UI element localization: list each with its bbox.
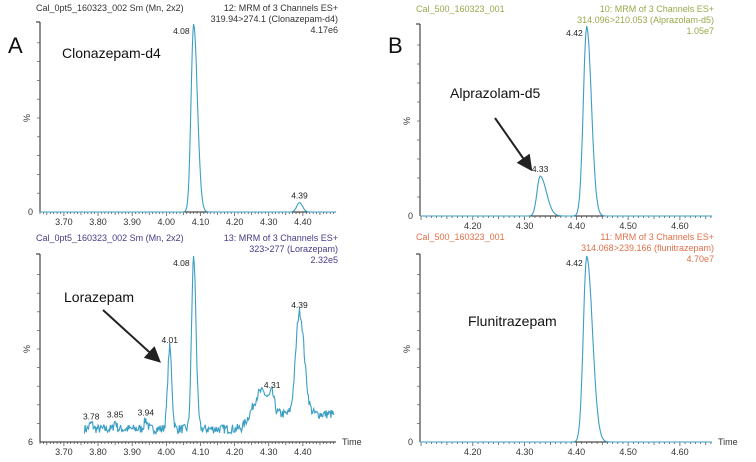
x-tick-label: 4.60 (671, 447, 689, 457)
peak-label: 4.31 (264, 380, 281, 390)
panel-label: B (388, 33, 403, 58)
channel-info-line: 12: MRM of 3 Channels ES+ (224, 3, 338, 13)
peak-label: 4.42 (566, 28, 583, 38)
x-tick-label: 4.00 (158, 447, 176, 457)
channel-info-line: 10: MRM of 3 Channels ES+ (600, 4, 714, 14)
x-tick-label: 4.50 (619, 221, 637, 231)
channel-info-line: 323>277 (Lorazepam) (249, 244, 338, 254)
x-tick-label: 4.40 (568, 447, 586, 457)
channel-info-line: 1.05e7 (686, 26, 714, 36)
peak-label: 3.94 (138, 408, 155, 418)
chromatogram-panel-4: Cal_500_160323_001 11: MRM of 3 Channels … (402, 232, 738, 457)
sample-name: Cal_500_160323_001 (416, 232, 505, 242)
peak-label: 4.01 (161, 335, 178, 345)
chromatogram-panel-1: Cal_0pt5_160323_002 Sm (Mn, 2x2) 12: MRM … (8, 3, 338, 227)
chromatogram-panel-2: Cal_0pt5_160323_002 Sm (Mn, 2x2) 13: MRM … (22, 233, 362, 457)
peak-label: 4.33 (532, 164, 549, 174)
chromatogram-trace (40, 23, 336, 213)
x-tick-label: 4.30 (260, 217, 278, 227)
peak-label: 3.85 (107, 410, 124, 420)
x-tick-label: 4.40 (294, 447, 312, 457)
x-tick-label: 3.80 (89, 447, 107, 457)
x-tick-label: 4.10 (192, 217, 210, 227)
x-tick-label: 3.70 (55, 217, 73, 227)
channel-info-line: 2.32e5 (310, 255, 338, 265)
y-axis-label: % (22, 114, 32, 122)
chromatogram-trace (83, 255, 335, 436)
x-tick-label: 4.30 (516, 447, 534, 457)
y-axis-label: % (402, 345, 412, 353)
chromatogram-trace (420, 255, 712, 443)
x-tick-label: 4.00 (158, 217, 176, 227)
channel-info-line: 314.068>239.166 (flunitrazepam) (581, 243, 714, 253)
channel-info-line: 11: MRM of 3 Channels ES+ (600, 232, 714, 242)
compound-label: Alprazolam-d5 (450, 85, 540, 101)
compound-label: Flunitrazepam (468, 313, 557, 329)
channel-info-line: 13: MRM of 3 Channels ES+ (224, 233, 338, 243)
y-zero-label: 0 (408, 211, 413, 221)
x-tick-label: 4.60 (671, 221, 689, 231)
x-tick-label: 4.40 (568, 221, 586, 231)
channel-info-line: 4.70e7 (686, 254, 714, 264)
channel-info-line: 314.096>210.053 (Alprazolam-d5) (577, 15, 714, 25)
panel-label: A (8, 33, 23, 58)
peak-label: 4.39 (291, 191, 308, 201)
chromatogram-trace (420, 25, 712, 217)
x-tick-label: 4.50 (619, 447, 637, 457)
x-tick-label: 3.90 (123, 447, 141, 457)
x-axis-label: Time (718, 437, 738, 447)
x-tick-label: 4.20 (464, 221, 482, 231)
sample-name: Cal_500_160323_001 (416, 4, 505, 14)
channel-info-line: 4.17e6 (310, 25, 338, 35)
x-tick-label: 3.80 (89, 217, 107, 227)
x-tick-label: 4.10 (192, 447, 210, 457)
compound-label: Clonazepam-d4 (62, 45, 161, 61)
peak-label: 4.08 (173, 258, 190, 268)
x-tick-label: 3.70 (55, 447, 73, 457)
compound-label: Lorazepam (64, 289, 134, 305)
y-axis-label: % (402, 117, 412, 125)
x-tick-label: 4.20 (226, 217, 244, 227)
arrow-annotation (494, 117, 533, 172)
x-tick-label: 3.90 (123, 217, 141, 227)
y-axis-label: % (22, 345, 32, 353)
y-zero-label: 0 (408, 437, 413, 447)
x-tick-label: 4.30 (516, 221, 534, 231)
arrow-annotation (102, 309, 161, 363)
sample-name: Cal_0pt5_160323_002 Sm (Mn, 2x2) (36, 233, 184, 243)
peak-label: 4.42 (566, 258, 583, 268)
chromatogram-panel-3: Cal_500_160323_001 10: MRM of 3 Channels … (388, 4, 714, 231)
y-zero-label: 6 (28, 437, 33, 447)
x-tick-label: 4.40 (294, 217, 312, 227)
x-tick-label: 4.20 (464, 447, 482, 457)
peak-label: 4.39 (291, 300, 308, 310)
peak-label: 4.08 (173, 26, 190, 36)
sample-name: Cal_0pt5_160323_002 Sm (Mn, 2x2) (36, 3, 184, 13)
x-axis-label: Time (342, 437, 362, 447)
x-tick-label: 4.20 (226, 447, 244, 457)
x-tick-label: 4.30 (260, 447, 278, 457)
peak-label: 3.78 (83, 411, 100, 421)
channel-info-line: 319.94>274.1 (Clonazepam-d4) (211, 14, 338, 24)
y-zero-label: 0 (28, 207, 33, 217)
